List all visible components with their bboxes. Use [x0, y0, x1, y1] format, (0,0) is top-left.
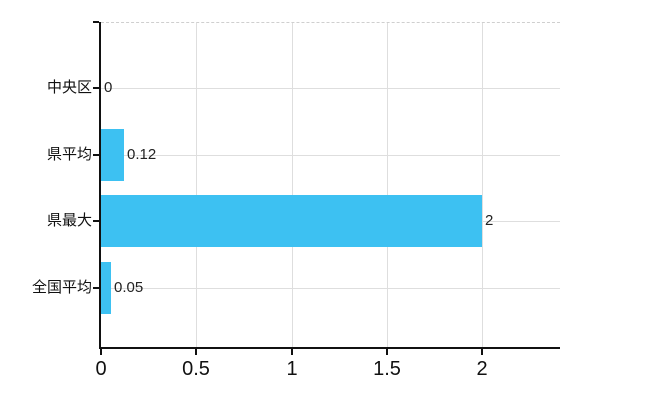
bar-value-label: 0: [104, 79, 113, 96]
vertical-gridline: [387, 23, 388, 347]
x-tick-label: 2: [476, 358, 488, 380]
y-axis-tick: [93, 287, 99, 289]
x-tick-label: 1: [286, 358, 298, 380]
horizontal-gridline: [101, 88, 560, 89]
bar-value-label: 2: [485, 212, 494, 229]
bar[interactable]: [101, 129, 124, 181]
x-tick-label: 0: [95, 358, 107, 380]
bar[interactable]: [101, 195, 482, 247]
bar-value-label: 0.05: [114, 279, 144, 296]
vertical-gridline: [292, 23, 293, 347]
x-axis-tick: [481, 349, 483, 355]
y-axis-tick: [93, 220, 99, 222]
x-axis-line: [99, 347, 560, 349]
x-axis-tick: [291, 349, 293, 355]
x-axis-tick: [100, 349, 102, 355]
x-tick-label: 1.5: [373, 358, 401, 380]
vertical-gridline: [482, 23, 483, 347]
y-category-label: 県最大: [46, 212, 92, 229]
y-axis-tick: [93, 154, 99, 156]
vertical-gridline: [196, 23, 197, 347]
y-category-label: 全国平均: [31, 279, 92, 296]
x-axis-tick: [195, 349, 197, 355]
horizontal-gridline: [101, 155, 560, 156]
horizontal-gridline: [101, 288, 560, 289]
y-axis-tick: [93, 87, 99, 89]
y-category-label: 中央区: [46, 79, 92, 96]
plot-top-border: [101, 22, 560, 23]
x-axis-tick: [386, 349, 388, 355]
bar-value-label: 0.12: [127, 146, 157, 163]
x-tick-label: 0.5: [182, 358, 210, 380]
y-axis-tick: [93, 21, 99, 23]
y-axis-line: [99, 22, 101, 349]
y-category-label: 県平均: [46, 146, 92, 163]
bar[interactable]: [101, 262, 111, 314]
